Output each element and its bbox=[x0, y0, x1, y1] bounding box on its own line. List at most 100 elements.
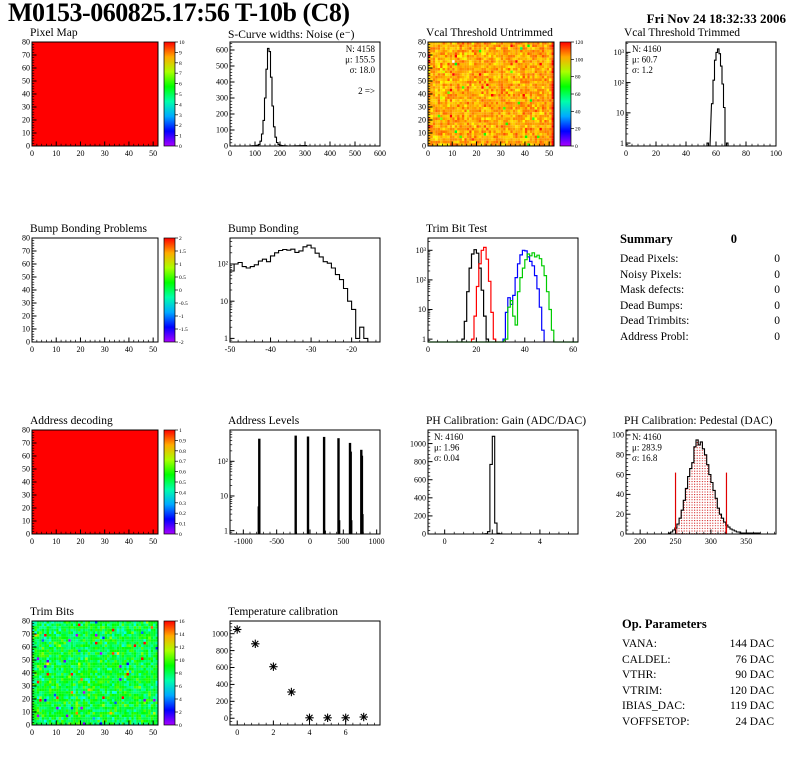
svg-text:80: 80 bbox=[575, 75, 581, 81]
scurve-noise-title: S-Curve widths: Noise (e⁻) bbox=[228, 29, 355, 41]
vcal-trimmed-title: Vcal Threshold Trimmed bbox=[624, 27, 741, 39]
svg-text:40: 40 bbox=[616, 490, 624, 499]
svg-text:50: 50 bbox=[418, 77, 426, 86]
svg-text:2: 2 bbox=[179, 123, 182, 129]
svg-text:2: 2 bbox=[490, 537, 494, 546]
svg-text:200: 200 bbox=[634, 537, 646, 546]
op-value: 144 DAC bbox=[729, 638, 774, 650]
op-row-vthr: VTHR: 90 DAC bbox=[622, 668, 774, 684]
svg-text:80: 80 bbox=[22, 38, 30, 47]
summary-header: Summary 0 bbox=[620, 232, 780, 247]
summary-title: Summary bbox=[620, 232, 673, 246]
svg-text:60: 60 bbox=[22, 260, 30, 269]
svg-text:10²: 10² bbox=[218, 260, 229, 269]
svg-text:1000: 1000 bbox=[410, 439, 426, 448]
svg-text:40: 40 bbox=[575, 109, 581, 115]
svg-text:0: 0 bbox=[30, 537, 34, 546]
svg-text:10³: 10³ bbox=[614, 48, 625, 57]
svg-text:0.5: 0.5 bbox=[179, 275, 186, 281]
svg-text:40: 40 bbox=[22, 286, 30, 295]
svg-text:10: 10 bbox=[22, 129, 30, 138]
op-parameters-block: Op. Parameters VANA: 144 DAC CALDEL: 76 DA… bbox=[622, 617, 774, 730]
svg-text:60: 60 bbox=[22, 64, 30, 73]
summary-label: Address Probl: bbox=[620, 330, 689, 343]
svg-text:0: 0 bbox=[224, 142, 228, 151]
svg-text:40: 40 bbox=[418, 90, 426, 99]
svg-text:20: 20 bbox=[22, 504, 30, 513]
svg-text:0: 0 bbox=[624, 149, 628, 158]
summary-value: 0 bbox=[774, 284, 780, 296]
svg-text:40: 40 bbox=[125, 149, 133, 158]
op-row-vana: VANA: 144 DAC bbox=[622, 637, 774, 653]
svg-text:60: 60 bbox=[569, 345, 577, 354]
op-row-voffsetop: VOFFSETOP: 24 DAC bbox=[622, 715, 774, 731]
svg-text:200: 200 bbox=[216, 110, 228, 119]
svg-text:N: 4158: N: 4158 bbox=[346, 44, 376, 54]
summary-row-dead-bumps: Dead Bumps: 0 bbox=[620, 299, 780, 315]
panel-op-parameters: Op. Parameters VANA: 144 DAC CALDEL: 76 DA… bbox=[600, 607, 796, 759]
svg-text:0.6: 0.6 bbox=[179, 470, 186, 476]
svg-text:50: 50 bbox=[149, 345, 157, 354]
svg-text:40: 40 bbox=[521, 345, 529, 354]
panel-summary: Summary 0 Dead Pixels: 0 Noisy Pixels: 0 Ma… bbox=[600, 224, 796, 376]
svg-text:200: 200 bbox=[414, 512, 426, 521]
svg-text:0.7: 0.7 bbox=[179, 459, 186, 465]
svg-text:50: 50 bbox=[149, 537, 157, 546]
vcal-untrimmed-title: Vcal Threshold Untrimmed bbox=[426, 27, 553, 39]
panel-pixel-map: Pixel Map 0 1 2 3 4 5 6 7 8 9 10 0 10 20 30 40 50 0 10 20 30… bbox=[6, 27, 204, 180]
summary-row-address-probl: Address Probl: 0 bbox=[620, 330, 780, 346]
svg-text:30: 30 bbox=[101, 149, 109, 158]
vcal-untrimmed-chart: 0 20 40 60 80 100 120 0 10 20 30 40 50 0 10 20 30 40 50 60 7… bbox=[418, 38, 584, 158]
svg-text:400: 400 bbox=[414, 494, 426, 503]
svg-text:μ: 283.9: μ: 283.9 bbox=[632, 443, 662, 453]
svg-text:300: 300 bbox=[216, 94, 228, 103]
svg-text:10: 10 bbox=[179, 40, 185, 46]
page-title: M0153-060825.17:56 T-10b (C8) bbox=[8, 0, 350, 27]
svg-text:600: 600 bbox=[374, 149, 386, 158]
svg-text:4: 4 bbox=[538, 537, 542, 546]
svg-text:250: 250 bbox=[670, 537, 682, 546]
address-decoding-title: Address decoding bbox=[30, 415, 113, 427]
svg-text:10²: 10² bbox=[614, 78, 625, 87]
svg-text:20: 20 bbox=[22, 116, 30, 125]
svg-text:20: 20 bbox=[472, 345, 480, 354]
op-value: 76 DAC bbox=[735, 653, 774, 666]
svg-text:30: 30 bbox=[101, 345, 109, 354]
svg-text:-0.5: -0.5 bbox=[179, 301, 188, 307]
panel-trim-bits: Trim Bits 0 2 4 6 8 10 12 14 16 0 10 20 30 40 50 0 10 20 3… bbox=[6, 606, 204, 759]
op-label: VTHR: bbox=[622, 669, 657, 681]
svg-text:σ: 1.2: σ: 1.2 bbox=[632, 65, 653, 75]
svg-text:0.3: 0.3 bbox=[179, 501, 186, 507]
summary-label: Dead Bumps: bbox=[620, 299, 683, 312]
svg-text:100: 100 bbox=[612, 431, 624, 440]
scurve-noise-chart: 0 100 200 300 400 500 600 0 100 200 300 400 500 600 N:… bbox=[216, 41, 386, 158]
svg-text:30: 30 bbox=[22, 103, 30, 112]
svg-text:0.2: 0.2 bbox=[179, 511, 186, 517]
svg-text:3: 3 bbox=[179, 113, 182, 119]
op-row-vtrim: VTRIM: 120 DAC bbox=[622, 684, 774, 700]
svg-text:350: 350 bbox=[740, 537, 752, 546]
svg-text:500: 500 bbox=[216, 62, 228, 71]
svg-text:0.5: 0.5 bbox=[179, 480, 186, 486]
svg-text:0: 0 bbox=[443, 537, 447, 546]
svg-text:5: 5 bbox=[179, 92, 182, 98]
svg-text:0: 0 bbox=[179, 144, 182, 150]
svg-text:50: 50 bbox=[22, 273, 30, 282]
svg-text:50: 50 bbox=[545, 149, 553, 158]
summary-label: Dead Pixels: bbox=[620, 253, 679, 265]
panel-bump-problems: Bump Bonding Problems -2 -1.5 -1 -0.5 0 0.5 1 1… bbox=[6, 223, 204, 376]
svg-text:80: 80 bbox=[22, 234, 30, 243]
svg-text:40: 40 bbox=[521, 149, 529, 158]
op-label: CALDEL: bbox=[622, 653, 671, 666]
svg-text:N: 4160: N: 4160 bbox=[632, 44, 662, 54]
ph-gain-title: PH Calibration: Gain (ADC/DAC) bbox=[426, 415, 587, 427]
summary-row-dead-pixels: Dead Pixels: 0 bbox=[620, 252, 780, 268]
svg-text:0: 0 bbox=[30, 345, 34, 354]
svg-text:-20: -20 bbox=[346, 345, 357, 354]
svg-text:0: 0 bbox=[426, 345, 430, 354]
summary-row-mask-defects: Mask defects: 0 bbox=[620, 283, 780, 299]
svg-text:μ: 155.5: μ: 155.5 bbox=[345, 55, 375, 65]
